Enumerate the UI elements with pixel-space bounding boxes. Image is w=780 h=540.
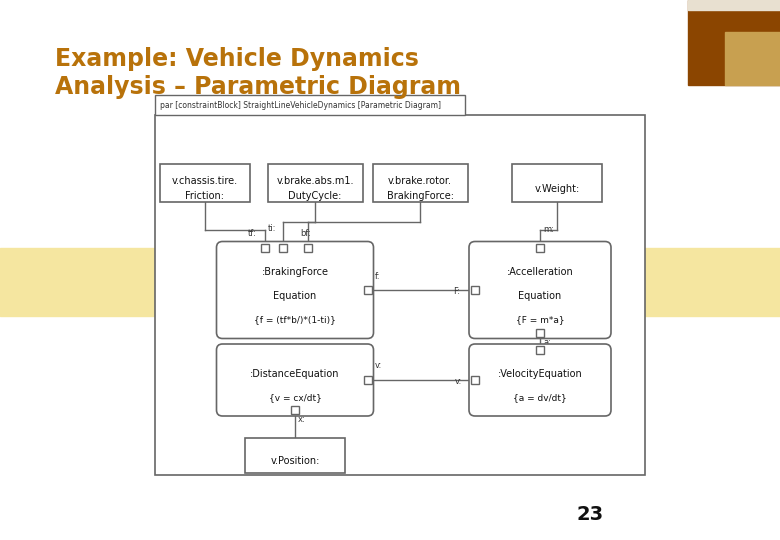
Bar	[688, 0, 780, 10]
FancyBboxPatch shape	[469, 241, 611, 339]
Text: v.chassis.tire.: v.chassis.tire.	[172, 176, 238, 186]
Text: {f = (tf*b/)*(1-ti)}: {f = (tf*b/)*(1-ti)}	[254, 315, 336, 325]
Text: {F = m*a}: {F = m*a}	[516, 315, 564, 325]
Bar	[536, 346, 544, 354]
Bar	[304, 244, 312, 252]
Bar	[268, 164, 363, 202]
Text: Example: Vehicle Dynamics: Example: Vehicle Dynamics	[55, 47, 419, 71]
Text: v:: v:	[375, 361, 382, 370]
Text: {v = cx/dt}: {v = cx/dt}	[268, 393, 321, 402]
Bar	[364, 376, 372, 384]
Text: x:: x:	[298, 415, 306, 424]
Text: v.Position:: v.Position:	[271, 456, 320, 466]
Text: :Accelleration: :Accelleration	[507, 267, 573, 277]
Text: par [constraintBlock] StraightLineVehicleDynamics [Parametric Diagram]: par [constraintBlock] StraightLineVehicl…	[160, 100, 441, 110]
Text: tf:: tf:	[248, 229, 257, 238]
Text: a:: a:	[543, 321, 551, 330]
FancyBboxPatch shape	[469, 344, 611, 416]
Text: DutyCycle:: DutyCycle:	[289, 191, 342, 201]
Bar	[261, 244, 269, 252]
Bar	[245, 437, 345, 472]
Text: v.brake.abs.m1.: v.brake.abs.m1.	[276, 176, 354, 186]
Text: {a = dv/dt}: {a = dv/dt}	[513, 393, 567, 402]
Text: BrakingForce:: BrakingForce:	[387, 191, 453, 201]
FancyBboxPatch shape	[217, 344, 374, 416]
Text: Analysis – Parametric Diagram: Analysis – Parametric Diagram	[55, 75, 461, 99]
Text: 23: 23	[576, 505, 604, 524]
Text: F:: F:	[453, 287, 460, 296]
Text: :VelocityEquation: :VelocityEquation	[498, 369, 583, 379]
Bar	[536, 329, 544, 337]
Text: bf:: bf:	[300, 229, 311, 238]
Text: f:: f:	[375, 272, 381, 281]
Text: Equation: Equation	[273, 291, 317, 301]
Bar	[279, 244, 287, 252]
Text: ti:: ti:	[268, 224, 276, 233]
Bar	[155, 115, 645, 475]
Bar	[536, 244, 544, 252]
Bar	[725, 32, 780, 85]
Text: v.Weight:: v.Weight:	[534, 184, 580, 194]
Text: Friction:: Friction:	[186, 191, 225, 201]
Bar	[688, 0, 780, 85]
Bar	[0, 248, 780, 316]
Bar	[364, 286, 372, 294]
Text: Equation: Equation	[519, 291, 562, 301]
Text: :BrakingForce: :BrakingForce	[261, 267, 328, 277]
Text: v:: v:	[455, 377, 463, 386]
Bar	[471, 376, 479, 384]
Bar	[155, 95, 465, 115]
FancyBboxPatch shape	[217, 241, 374, 339]
Bar	[512, 164, 602, 202]
Text: v.brake.rotor.: v.brake.rotor.	[388, 176, 452, 186]
Text: m:: m:	[543, 225, 554, 234]
Bar	[471, 286, 479, 294]
Text: :DistanceEquation: :DistanceEquation	[250, 369, 340, 379]
Text: a:: a:	[543, 338, 551, 347]
Bar	[373, 164, 467, 202]
Bar	[291, 406, 299, 414]
Bar	[160, 164, 250, 202]
